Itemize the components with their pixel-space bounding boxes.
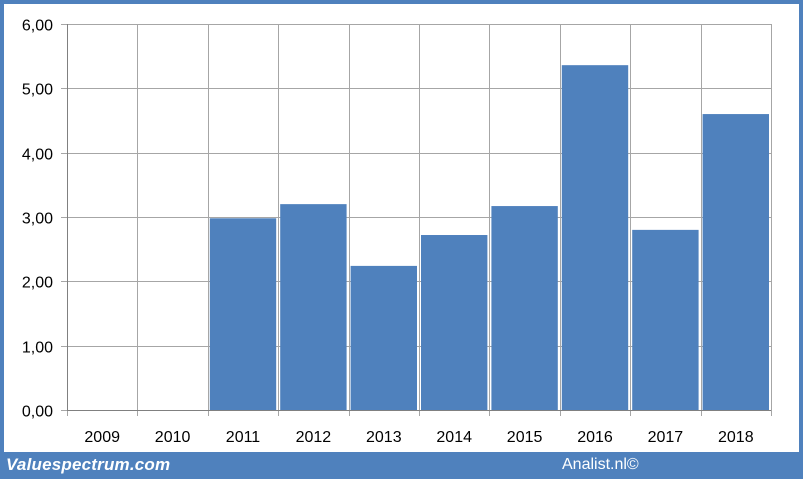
x-tick-label: 2013 bbox=[366, 429, 402, 446]
x-tick-label: 2016 bbox=[577, 429, 613, 446]
footer-credit: Analist.nl© bbox=[562, 456, 639, 473]
x-tick-label: 2009 bbox=[84, 429, 120, 446]
bar-2016 bbox=[561, 65, 629, 410]
axes bbox=[67, 24, 771, 411]
y-tick-label: 0,00 bbox=[22, 404, 53, 421]
x-tick-label: 2015 bbox=[507, 429, 543, 446]
x-tick-label: 2014 bbox=[436, 429, 472, 446]
x-tick-label: 2011 bbox=[226, 429, 261, 446]
bar-2018 bbox=[702, 114, 769, 411]
y-tick-label: 5,00 bbox=[22, 82, 53, 99]
bar-2017 bbox=[632, 229, 699, 410]
x-tick-label: 2012 bbox=[296, 429, 332, 446]
footer-brand: Valuespectrum.com bbox=[6, 455, 171, 474]
bar-2012 bbox=[280, 204, 347, 410]
bar-2015 bbox=[491, 206, 558, 410]
x-tick-label: 2018 bbox=[718, 429, 754, 446]
bar-2013 bbox=[350, 265, 417, 410]
y-tick-label: 1,00 bbox=[22, 340, 53, 357]
bars bbox=[209, 65, 769, 411]
x-tick-label: 2017 bbox=[648, 429, 684, 446]
bar-2011 bbox=[209, 218, 277, 410]
x-tick-label: 2010 bbox=[155, 429, 191, 446]
y-tick-label: 4,00 bbox=[22, 147, 53, 164]
y-tick-label: 3,00 bbox=[22, 211, 53, 228]
y-tick-label: 2,00 bbox=[22, 275, 53, 292]
x-tick-labels: 2009 2010 2011 2012 2013 2014 2015 2016 2017 2018 bbox=[84, 429, 753, 446]
y-tick-label: 6,00 bbox=[22, 18, 53, 35]
grid-lines bbox=[61, 24, 772, 416]
y-tick-labels: 0,00 1,00 2,00 3,00 4,00 5,00 6,00 bbox=[22, 18, 53, 421]
bar-2014 bbox=[421, 235, 488, 410]
bar-chart: 0,00 1,00 2,00 3,00 4,00 5,00 6,00 2009 2010 201… bbox=[22, 18, 772, 446]
chart-frame: 0,00 1,00 2,00 3,00 4,00 5,00 6,00 2009 2010 201… bbox=[4, 4, 799, 452]
